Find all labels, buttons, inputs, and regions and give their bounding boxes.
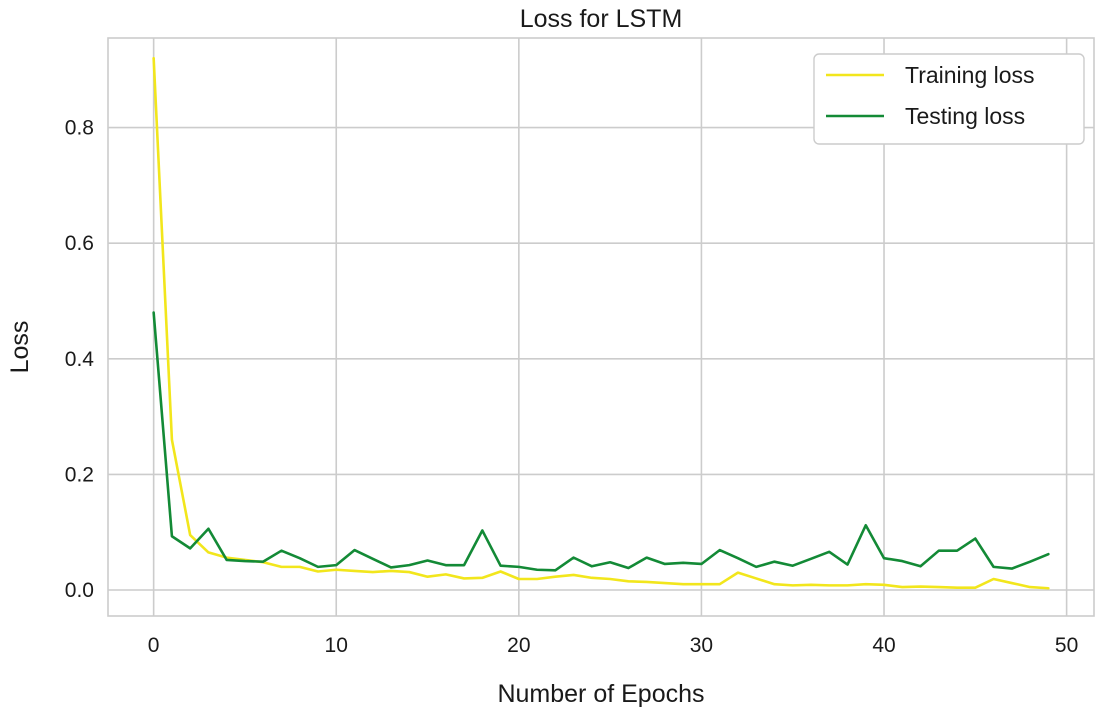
training-loss-line: [152, 56, 1050, 590]
chart-title: Loss for LSTM: [520, 5, 683, 33]
legend-label-training: Training loss: [905, 62, 1035, 88]
x-axis-label: Number of Epochs: [497, 680, 704, 708]
x-tick-label: 20: [507, 634, 530, 657]
x-tick-label: 30: [690, 634, 713, 657]
plot-frame: [107, 37, 1095, 617]
y-tick-label: 0.4: [65, 348, 95, 371]
tick-labels: 0 10 20 30 40 50 0.0 0.2 0.4 0.6 0.8: [65, 117, 1078, 657]
testing-loss-line: [152, 311, 1050, 572]
legend-label-testing: Testing loss: [905, 103, 1025, 129]
x-tick-label: 10: [325, 634, 348, 657]
y-tick-label: 0.2: [65, 463, 94, 486]
series-lines: [152, 56, 1050, 590]
y-tick-label: 0.8: [65, 117, 94, 140]
y-tick-label: 0.6: [65, 232, 94, 255]
x-tick-label: 50: [1055, 634, 1078, 657]
legend-box: [813, 53, 1085, 145]
x-tick-label: 0: [148, 634, 160, 657]
x-tick-label: 40: [872, 634, 895, 657]
y-tick-label: 0.0: [65, 579, 94, 602]
legend: Training loss Testing loss: [813, 53, 1085, 145]
y-axis-label: Loss: [6, 321, 34, 374]
